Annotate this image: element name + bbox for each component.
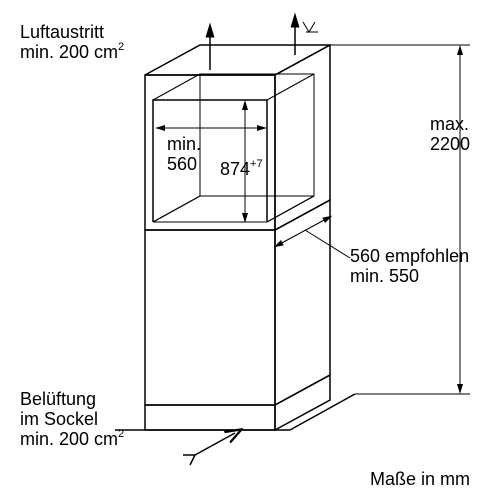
label-width-1: min. [167,134,201,154]
label-depth-1: 560 empfohlen [350,246,469,266]
plinth-right [275,375,330,430]
break-symbol-top [303,22,318,32]
niche-floor [153,196,314,222]
dim-depth [278,218,328,245]
label-vent-3: min. 200 cm2 [20,428,124,449]
arrow-vent [195,433,235,455]
upper-outer-front [145,75,275,230]
leader-depth [305,230,350,258]
floor-side [290,394,355,430]
lower-door-front [145,230,275,405]
label-air-out-2: min. 200 cm2 [20,41,124,62]
installation-diagram: Luftaustritt min. 200 cm2 min. 560 874+7… [0,0,500,500]
label-width-2: 560 [167,154,197,174]
label-niche-h: 874+7 [220,158,263,179]
top-face [145,45,330,75]
label-height-2: 2200 [430,134,470,154]
niche-edge-tr [267,74,314,100]
label-height-1: max. [430,114,469,134]
label-air-out-1: Luftaustritt [20,22,104,42]
plinth-front [145,405,275,430]
label-vent-2: im Sockel [20,409,98,429]
lower-right-side [275,200,330,405]
niche-back [200,74,314,196]
label-units: Maße in mm [370,469,470,489]
niche-edge-tl [153,74,200,100]
label-vent-1: Belüftung [20,389,96,409]
label-depth-2: min. 550 [350,266,419,286]
vent-tail2 [190,455,195,465]
